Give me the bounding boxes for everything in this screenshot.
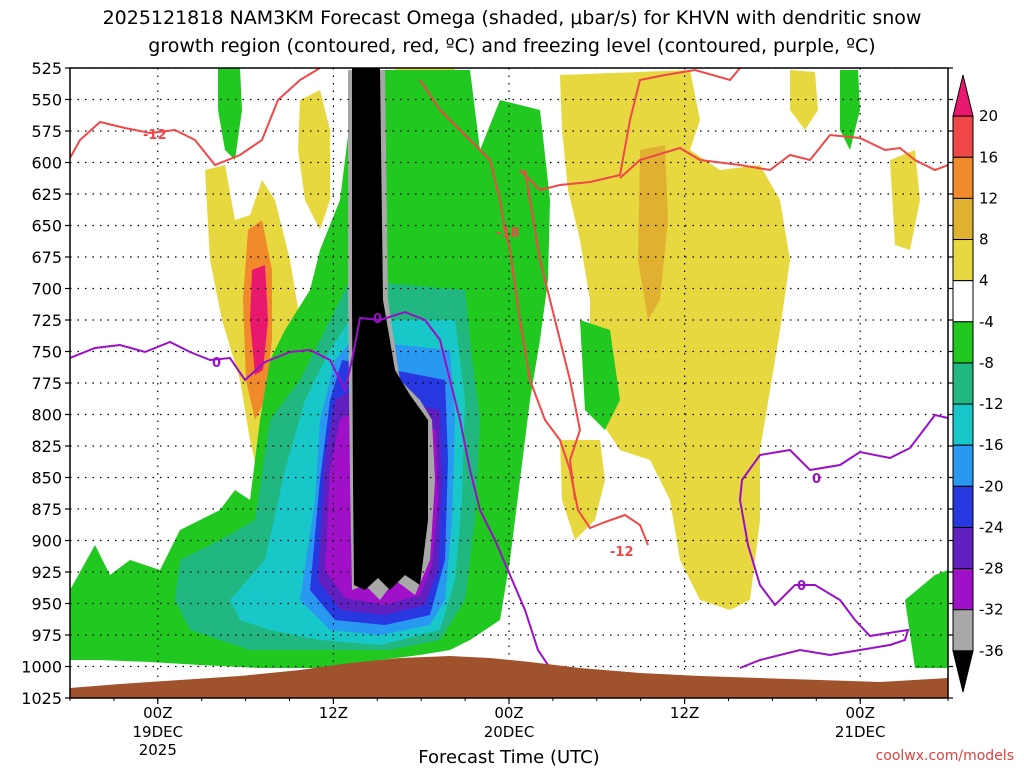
chart-title-line-1: 2025121818 NAM3KM Forecast Omega (shaded…	[103, 7, 922, 29]
colorbar-swatch	[952, 321, 974, 364]
dgz-contour-mid	[419, 79, 649, 546]
green-region-right-mid	[580, 320, 620, 430]
colorbar-label: -36	[979, 642, 1004, 660]
colorbar-label: -24	[979, 518, 1004, 536]
freezing-contour-right	[738, 413, 948, 669]
colorbar-label: -8	[979, 354, 994, 372]
freezing-label-1: 0	[212, 356, 221, 371]
y-axis: 525 550 575 600 625 650 675 700 725 750 775 800 825 8…	[21, 59, 953, 708]
yellow-region-upper-mid	[298, 90, 330, 230]
black-core-region	[352, 68, 428, 590]
dgz-contour-inner	[524, 169, 582, 501]
contour-labels: -12 -18 -12 0 0 0 0	[143, 128, 821, 594]
colorbar-label: 20	[979, 107, 998, 125]
credit-text: coolwx.com/models	[876, 748, 1014, 764]
colorbar-swatch	[952, 115, 974, 158]
dgz-contour-top	[70, 68, 321, 167]
yellow-region-far-right-2	[890, 150, 920, 250]
x-tick-date: 20DEC	[484, 723, 535, 741]
colorbar-swatch	[952, 526, 974, 570]
y-tick-label: 850	[31, 469, 62, 488]
x-tick-label: 12Z	[670, 704, 699, 722]
colorbar-swatch	[952, 444, 974, 487]
x-tick-date: 19DEC	[133, 723, 184, 741]
dgz-label-1: -12	[143, 128, 167, 143]
y-tick-label: 775	[31, 374, 62, 393]
yellow-region-far-right	[790, 70, 818, 130]
colorbar-label: 4	[979, 272, 989, 290]
colorbar-swatch	[952, 609, 974, 652]
x-tick-label: 00Z	[143, 704, 172, 722]
x-tick-label: 00Z	[846, 704, 875, 722]
y-tick-label: 575	[31, 122, 62, 141]
freezing-contour-main	[70, 310, 551, 669]
y-tick-label: 550	[31, 91, 62, 110]
colorbar-label: -28	[979, 560, 1004, 578]
colorbar-swatch	[952, 403, 974, 446]
y-tick-label: 600	[31, 154, 62, 173]
colorbar-swatch	[952, 197, 974, 241]
yellow-region-right-big	[560, 70, 790, 610]
green-region-top-left	[218, 68, 242, 160]
dgz-label-3: -12	[610, 545, 634, 560]
colorbar-swatch	[952, 239, 974, 282]
y-tick-label: 700	[31, 280, 62, 299]
dgz-contour-upper-right	[519, 68, 741, 192]
y-tick-label: 950	[31, 595, 62, 614]
chart-title-line-2: growth region (contoured, red, ºC) and f…	[148, 35, 875, 57]
y-tick-label: 900	[31, 532, 62, 551]
y-tick-label: 625	[31, 185, 62, 204]
freezing-label-3: 0	[812, 472, 821, 487]
colorbar-swatch	[952, 485, 974, 528]
y-tick-label: 800	[31, 406, 62, 425]
orange-region-right	[638, 145, 668, 320]
y-tick-label: 750	[31, 343, 62, 362]
x-tick-date: 21DEC	[835, 723, 886, 741]
terrain	[70, 656, 948, 698]
colorbar-label: -12	[979, 395, 1004, 413]
colorbar-swatch	[952, 362, 974, 405]
colorbar-label: -16	[979, 436, 1004, 454]
colorbar-label: 8	[979, 231, 989, 249]
colorbar-swatch-bottom	[952, 650, 974, 693]
colorbar-swatch	[952, 156, 974, 199]
dgz-contours	[70, 68, 948, 546]
y-tick-label: 1025	[21, 689, 62, 708]
colorbar-label: -20	[979, 477, 1004, 495]
freezing-contours	[70, 310, 948, 669]
x-tick-label: 12Z	[319, 704, 348, 722]
colorbar-label: 16	[979, 148, 998, 166]
freezing-label-2: 0	[373, 312, 382, 327]
colorbar-label: -4	[979, 313, 994, 331]
x-axis-label: Forecast Time (UTC)	[418, 747, 599, 768]
colorbar-label: 12	[979, 189, 998, 207]
y-tick-label: 1000	[21, 658, 62, 677]
dgz-contour-right	[619, 133, 948, 179]
colorbar-swatch	[952, 568, 974, 611]
green-region-right-edge	[905, 570, 948, 668]
y-tick-label: 725	[31, 311, 62, 330]
x-tick-year: 2025	[139, 741, 177, 759]
y-tick-label: 675	[31, 248, 62, 267]
y-tick-label: 925	[31, 563, 62, 582]
x-tick-label: 00Z	[494, 704, 523, 722]
colorbar-swatch	[952, 280, 974, 323]
y-tick-label: 825	[31, 437, 62, 456]
y-tick-label: 525	[31, 59, 62, 78]
colorbar-swatch-top	[952, 74, 974, 117]
y-tick-label: 650	[31, 217, 62, 236]
freezing-label-4: 0	[797, 579, 806, 594]
green-region-far-right-top	[840, 70, 860, 150]
colorbar: 20 16 12 8 4 -4 -8 -12 -16 -20 -24 -28 -32 -36	[952, 74, 1004, 693]
grid	[70, 68, 948, 698]
y-tick-label: 875	[31, 500, 62, 519]
y-tick-label: 975	[31, 626, 62, 645]
colorbar-label: -32	[979, 601, 1004, 619]
dgz-label-2: -18	[496, 226, 520, 241]
negative-omega-regions	[70, 68, 948, 668]
omega-shading	[70, 68, 948, 698]
